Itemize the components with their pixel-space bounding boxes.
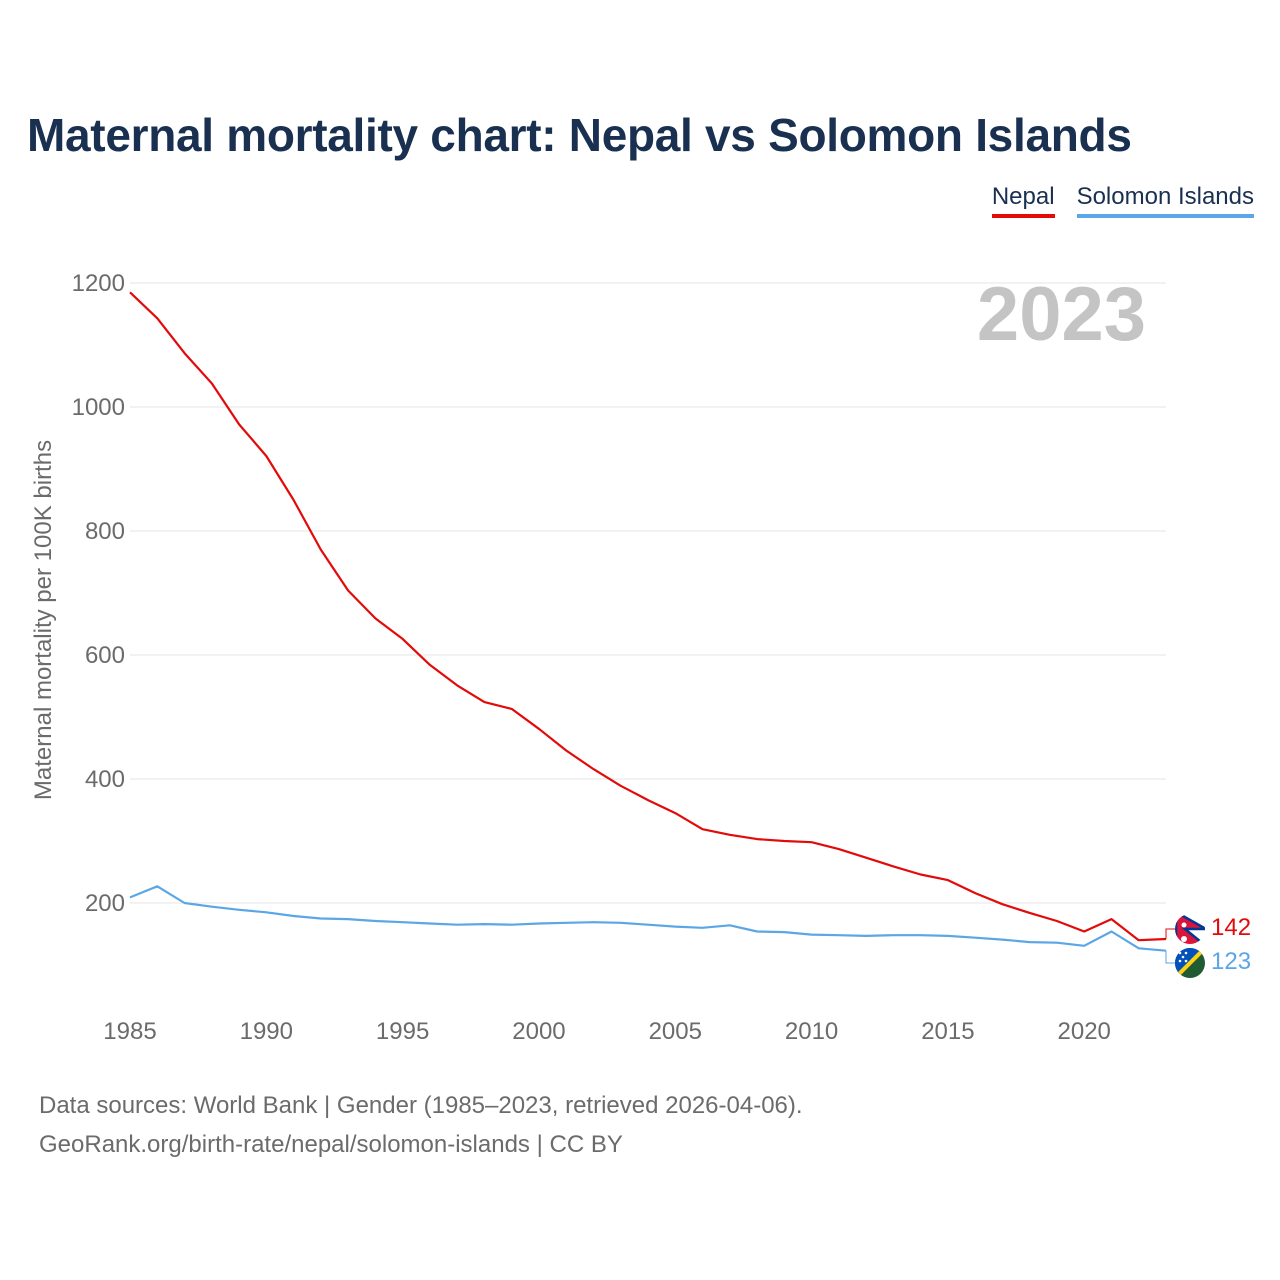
y-tick-label: 400: [85, 766, 125, 793]
legend-item-nepal[interactable]: Nepal: [991, 183, 1055, 218]
x-tick-label: 1995: [376, 1018, 429, 1045]
x-axis: 1985 1990 1995 2000 2005 2010 2015 2020: [103, 1018, 1111, 1045]
x-tick-label: 2015: [921, 1018, 974, 1045]
x-tick-label: 2020: [1058, 1018, 1111, 1045]
legend-item-solomon-islands[interactable]: Solomon Islands: [1076, 183, 1254, 218]
nepal-flag-icon: [1175, 914, 1205, 944]
source-line: Data sources: World Bank | Gender (1985–…: [39, 1092, 803, 1119]
data-sources: Data sources: World Bank | Gender (1985–…: [39, 1086, 803, 1164]
end-value-label-nepal: 142: [1211, 914, 1251, 941]
year-watermark: 2023: [977, 272, 1146, 357]
grid-lines: [130, 282, 1166, 904]
y-tick-label: 200: [85, 890, 125, 917]
end-label-connector: [1165, 928, 1176, 939]
legend: Nepal Solomon Islands: [991, 183, 1254, 218]
y-tick-label: 600: [85, 642, 125, 669]
y-tick-label: 1200: [72, 270, 125, 297]
x-tick-label: 1990: [240, 1018, 293, 1045]
x-tick-label: 2005: [649, 1018, 702, 1045]
chart-title: Maternal mortality chart: Nepal vs Solom…: [27, 109, 1132, 161]
line-chart: 200 400 600 800 1000 1200 1985 1990 1995 2000 200…: [30, 270, 1251, 1045]
y-axis-label: Maternal mortality per 100K births: [30, 440, 57, 800]
series-line-solomon-islands[interactable]: [129, 885, 1167, 952]
end-value-label-solomon-islands: 123: [1211, 948, 1251, 975]
x-tick-label: 1985: [103, 1018, 156, 1045]
series-line-nepal[interactable]: [129, 291, 1167, 942]
source-link[interactable]: GeoRank.org/birth-rate/nepal/solomon-isl…: [39, 1131, 623, 1158]
solomon-islands-flag-icon: [1175, 948, 1205, 978]
x-tick-label: 2000: [512, 1018, 565, 1045]
x-tick-label: 2010: [785, 1018, 838, 1045]
end-label-connector: [1165, 950, 1176, 964]
y-tick-label: 800: [85, 518, 125, 545]
y-tick-label: 1000: [72, 394, 125, 421]
y-axis: 200 400 600 800 1000 1200: [72, 270, 125, 917]
